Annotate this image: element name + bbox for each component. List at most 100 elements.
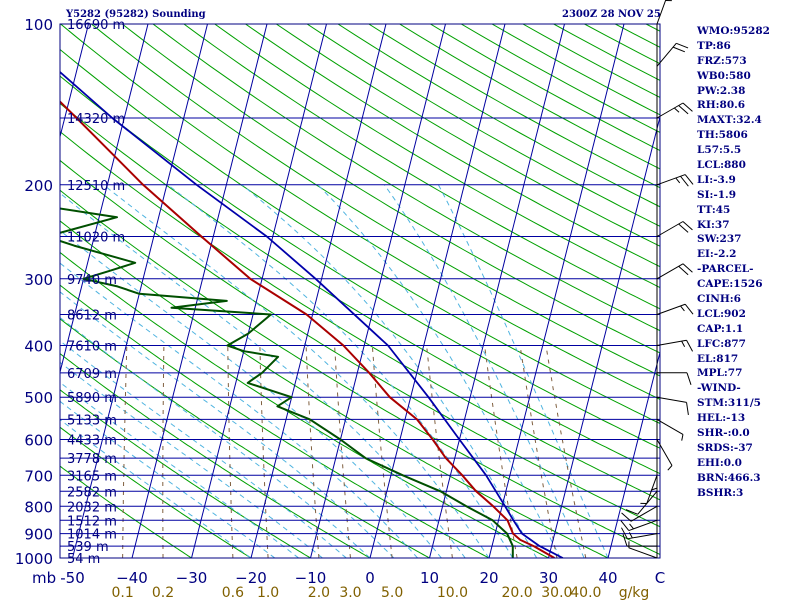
height-label: 5890 m [67,391,117,406]
wind-barb-half-flag [673,107,680,113]
pressure-label: 500 [24,389,53,407]
index-item: CAPE:1526 [697,278,763,291]
temp-tick-label: −30 [176,569,208,587]
mixing-ratio-line [162,345,165,558]
wind-barb-flag [622,533,628,547]
pressure-label: 100 [24,16,53,34]
pressure-label: 800 [24,498,53,516]
wind-barb-half-flag [629,523,634,530]
wind-barb [656,303,694,315]
wind-barb [656,263,693,280]
index-item: TH:5806 [697,129,748,142]
wind-barb [650,458,658,491]
index-item: TT:45 [697,203,731,216]
index-item: STM:311/5 [697,397,761,410]
chart-datetime: 2300Z 28 NOV 25 [562,9,661,20]
mixing-ratio-label: 1.0 [257,585,279,600]
pressure-label: 400 [24,338,53,356]
wind-barb-shaft [628,547,658,559]
wind-barb-flag [676,42,689,49]
axis-unit-prefix: mb [32,569,56,587]
wind-barb-half-flag [675,177,681,184]
height-label: 16690 m [67,18,125,33]
mixing-ratio-label: 0.2 [152,585,174,600]
index-item: CINH:6 [697,293,741,306]
index-item: MPL:77 [697,367,743,380]
index-item: FRZ:573 [697,54,747,67]
isotherm [72,24,208,558]
wind-barb-flag [682,102,693,112]
wind-barb [622,533,657,547]
wind-barb-half-flag [681,340,686,347]
indices-panel: WMO:95282 TP:86 FRZ:573 WB0:580 PW:2.38 RH:80… [697,24,770,501]
pressure-label: 300 [24,271,53,289]
moist-adiabat [60,316,371,558]
wind-barb [656,102,693,119]
height-label: 3165 m [67,469,117,484]
height-label: 12510 m [67,179,125,194]
index-item: SRDS:-37 [697,441,753,454]
temp-tick-label: −40 [116,569,148,587]
wind-barb-flag [682,263,693,273]
temp-tick-label: −20 [235,569,267,587]
isotherm [310,24,446,558]
temp-tick-label: 10 [420,569,439,587]
index-item: BSHR:3 [697,486,744,499]
mixing-ratio-label: 3.0 [339,585,361,600]
wind-barb-shaft [656,221,684,237]
temp-tick-label: -50 [60,569,85,587]
index-item: RH:80.6 [697,99,746,112]
wind-barb-flag [680,175,689,187]
wind-barb [657,372,692,385]
plot-frame [59,23,661,559]
wind-barb [656,221,693,237]
temp-tick-label: 40 [598,569,617,587]
index-item: CAP:1.1 [697,322,744,335]
height-label: 1014 m [67,528,117,543]
wind-barb-half-flag [665,0,672,2]
moist-adiabat [103,184,490,558]
wind-barb-half-flag [680,305,685,312]
wind-barb-flag [621,512,632,522]
index-item: -PARCEL- [697,263,754,276]
temp-tick-label: 0 [365,569,375,587]
wind-barb-shaft [656,396,687,403]
chart-title: Y5282 (95282) Sounding [66,9,206,20]
mixing-ratio-line [122,345,128,558]
pressure-label: 900 [24,526,53,544]
mixing-ratio-label: 10.0 [437,585,468,600]
index-item: WMO:95282 [697,25,770,37]
height-label: 54 m [67,552,100,567]
mixing-ratio-line [259,345,269,558]
wind-barb-shaft [656,102,684,119]
wind-barb-shaft [656,174,686,186]
index-item: LCL:880 [697,159,746,172]
height-label: 7610 m [67,340,117,355]
wind-barb-half-flag [650,487,658,491]
index-item: SW:237 [697,233,742,246]
moist-adiabat [317,184,561,558]
index-item: LI:-3.9 [697,173,736,186]
wind-barb-shaft [656,339,687,346]
height-label: 3778 m [67,452,117,467]
wind-barb-half-flag [628,532,633,539]
dry-adiabat [60,352,371,558]
wind-barb-flag [686,402,689,415]
index-item: WB0:580 [697,69,751,82]
index-item: LCL:902 [697,307,746,320]
pressure-label: 200 [24,177,53,195]
mixing-ratio-unit: g/kg [619,585,650,600]
wind-barb-half-flag [640,502,647,504]
index-item: BRN:466.3 [697,471,761,484]
wind-barb-half-flag [681,434,684,441]
index-item: KI:37 [697,218,730,231]
wind-barb-half-flag [667,465,673,471]
height-label: 5133 m [67,413,117,428]
wind-barb-shaft [630,505,658,522]
pressure-label: 600 [24,432,53,450]
wind-barb-flag [620,527,628,540]
mixing-ratio-line [227,345,234,558]
wind-barb-flag [620,520,630,531]
mixing-ratio-label: 0.6 [222,585,244,600]
